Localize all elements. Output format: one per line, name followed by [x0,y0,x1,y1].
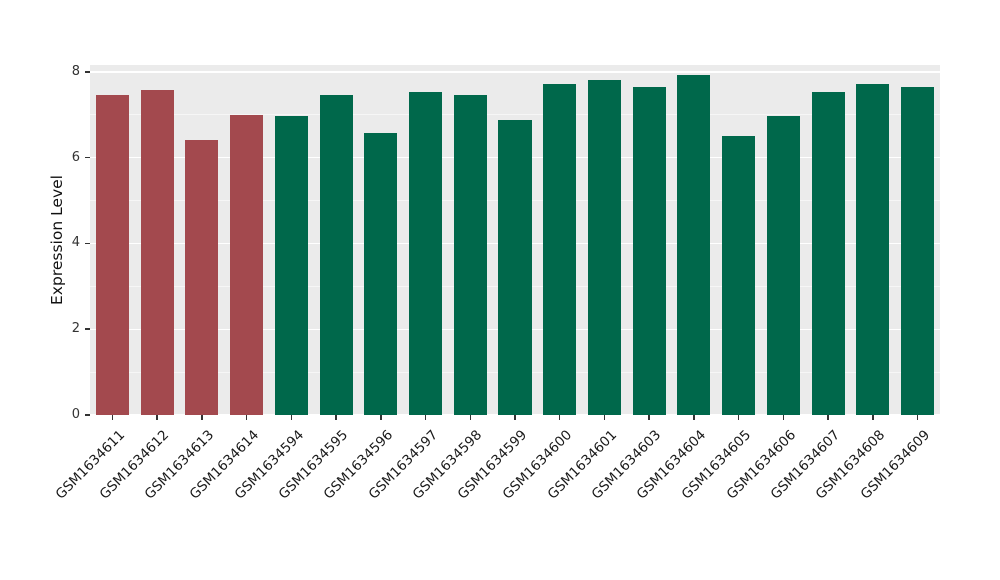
bar [230,114,264,415]
x-tick-mark [514,415,516,420]
bar [677,75,711,415]
x-tick-mark [693,415,695,420]
x-tick-mark [872,415,874,420]
x-tick-mark [245,415,248,420]
x-tick-mark [156,415,158,420]
bar [364,132,398,415]
plot-panel [90,65,940,416]
y-tick-label: 6 [71,149,80,165]
minor-gridline [90,114,940,116]
bar [408,92,443,415]
major-gridline [90,71,940,73]
bar [95,95,129,415]
major-gridline [90,414,940,416]
y-tick-mark [85,71,90,73]
bar [811,92,845,415]
bar [543,83,577,415]
bar [498,120,532,415]
y-tick-label: 4 [71,235,80,251]
x-tick-mark [558,415,561,420]
bar [319,94,353,415]
y-tick-mark [85,414,90,416]
y-tick-label: 2 [71,321,80,337]
bar [587,80,621,415]
y-tick-mark [85,156,90,159]
y-tick-mark [85,242,90,245]
x-tick-mark [290,415,293,420]
y-tick-mark [85,328,90,330]
bar [274,116,308,415]
bar [766,116,800,415]
bar [856,83,890,415]
bar [901,86,935,415]
bar [632,86,666,415]
bar [722,136,756,415]
x-tick-mark [648,415,650,420]
x-tick-mark [424,415,427,420]
x-tick-mark [111,415,114,420]
x-tick-mark [916,415,919,420]
x-tick-mark [469,415,471,420]
x-tick-mark [782,415,785,420]
y-tick-label: 0 [71,407,80,422]
x-tick-mark [827,415,829,420]
x-tick-mark [201,415,203,420]
x-tick-mark [335,415,337,420]
x-tick-mark [380,415,382,420]
bar [185,139,219,415]
bar [453,95,487,415]
y-tick-label: 8 [71,63,80,79]
bar [140,89,174,415]
x-tick-mark [737,415,740,420]
x-tick-mark [603,415,606,420]
